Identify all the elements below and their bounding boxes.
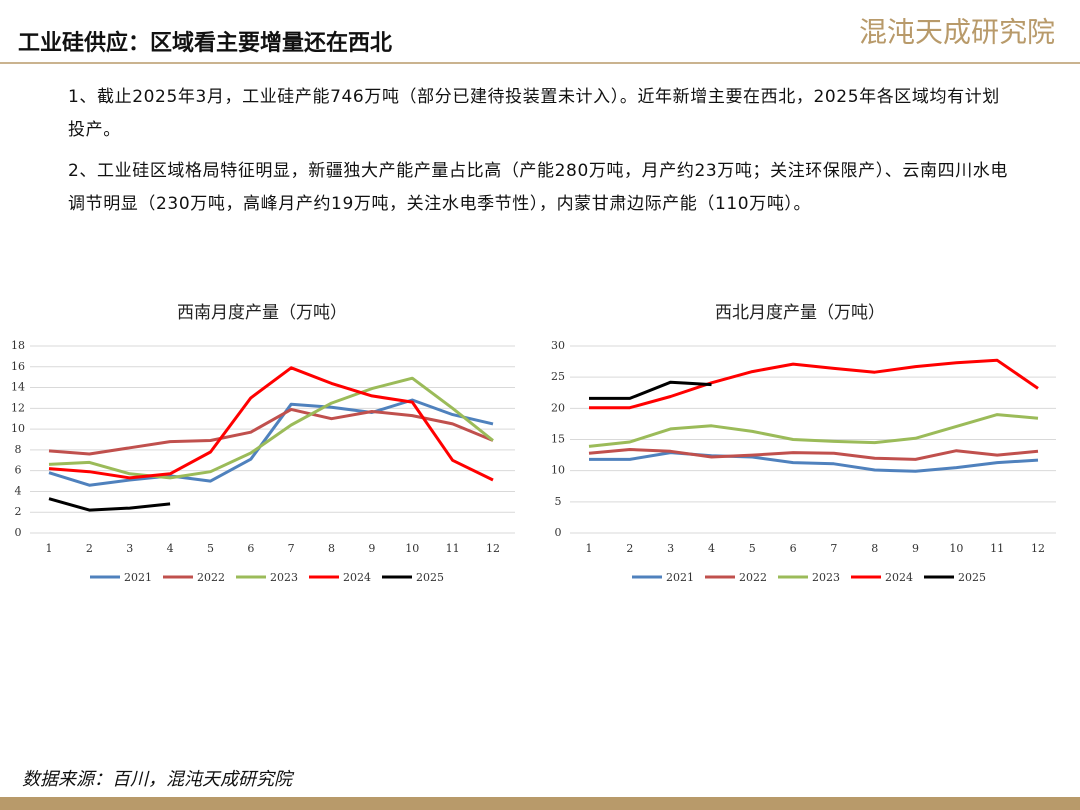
series-line — [589, 358, 1039, 410]
series-line — [48, 376, 494, 480]
x-tick-label: 4 — [167, 542, 174, 555]
y-tick-label: 14 — [11, 381, 25, 394]
y-tick-label: 0 — [15, 526, 22, 539]
y-tick-label: 2 — [15, 505, 22, 518]
x-tick-label: 2 — [86, 542, 93, 555]
y-tick-label: 0 — [555, 526, 562, 539]
y-tick-label: 18 — [11, 339, 25, 352]
series-line — [48, 398, 494, 487]
logo: 混沌天成研究院 — [859, 16, 1055, 49]
x-tick-label: 7 — [830, 542, 837, 555]
paragraph: 1、截止2025年3月，工业硅产能746万吨（部分已建待投装置未计入）。近年新增… — [68, 87, 1000, 140]
chart-title: 西南月度产量（万吨） — [177, 303, 347, 323]
x-tick-label: 7 — [288, 542, 295, 555]
series-line — [48, 497, 171, 512]
x-tick-label: 1 — [46, 542, 53, 555]
legend-label: 2021 — [666, 571, 694, 584]
series-line — [589, 380, 712, 400]
x-tick-label: 3 — [667, 542, 674, 555]
x-tick-label: 10 — [949, 542, 963, 555]
x-tick-label: 12 — [1031, 542, 1045, 555]
x-tick-label: 6 — [247, 542, 254, 555]
x-tick-label: 8 — [871, 542, 878, 555]
y-tick-label: 20 — [551, 401, 565, 414]
series-line — [588, 448, 1039, 461]
y-tick-label: 4 — [15, 484, 22, 497]
y-tick-label: 30 — [551, 339, 565, 352]
y-tick-label: 12 — [11, 401, 25, 414]
y-tick-label: 10 — [551, 464, 565, 477]
legend-label: 2024 — [885, 571, 913, 584]
y-tick-label: 25 — [551, 370, 565, 383]
x-tick-label: 5 — [207, 542, 214, 555]
x-tick-label: 5 — [749, 542, 756, 555]
series-line — [588, 413, 1039, 448]
source: 数据来源：百川，混沌天成研究院 — [22, 769, 295, 790]
legend-label: 2023 — [812, 571, 840, 584]
y-tick-label: 16 — [11, 360, 25, 373]
legend-label: 2025 — [958, 571, 986, 584]
y-tick-label: 10 — [11, 422, 25, 435]
y-tick-label: 5 — [555, 495, 562, 508]
x-tick-label: 11 — [446, 542, 460, 555]
paragraph: 2、工业硅区域格局特征明显，新疆独大产能产量占比高（产能280万吨，月产约23万… — [68, 161, 1008, 214]
series-line — [589, 451, 1039, 473]
x-tick-label: 9 — [368, 542, 375, 555]
x-tick-label: 6 — [790, 542, 797, 555]
legend-label: 2024 — [343, 571, 371, 584]
legend-label: 2025 — [416, 571, 444, 584]
legend-label: 2021 — [124, 571, 152, 584]
footer-bar — [0, 797, 1080, 810]
series-line — [48, 407, 494, 456]
chart-title: 西北月度产量（万吨） — [715, 303, 885, 323]
slide-title: 工业硅供应：区域看主要增量还在西北 — [18, 30, 392, 56]
series-line — [48, 366, 494, 482]
y-tick-label: 6 — [15, 464, 22, 477]
x-tick-label: 9 — [912, 542, 919, 555]
y-tick-label: 15 — [551, 433, 565, 446]
legend-label: 2023 — [270, 571, 298, 584]
y-tick-label: 8 — [15, 443, 22, 456]
x-tick-label: 11 — [990, 542, 1004, 555]
x-tick-label: 4 — [708, 542, 715, 555]
legend-label: 2022 — [197, 571, 225, 584]
x-tick-label: 2 — [626, 542, 633, 555]
x-tick-label: 3 — [126, 542, 133, 555]
x-tick-label: 1 — [586, 542, 593, 555]
legend-label: 2022 — [739, 571, 767, 584]
x-tick-label: 12 — [486, 542, 500, 555]
x-tick-label: 10 — [405, 542, 419, 555]
x-tick-label: 8 — [328, 542, 335, 555]
